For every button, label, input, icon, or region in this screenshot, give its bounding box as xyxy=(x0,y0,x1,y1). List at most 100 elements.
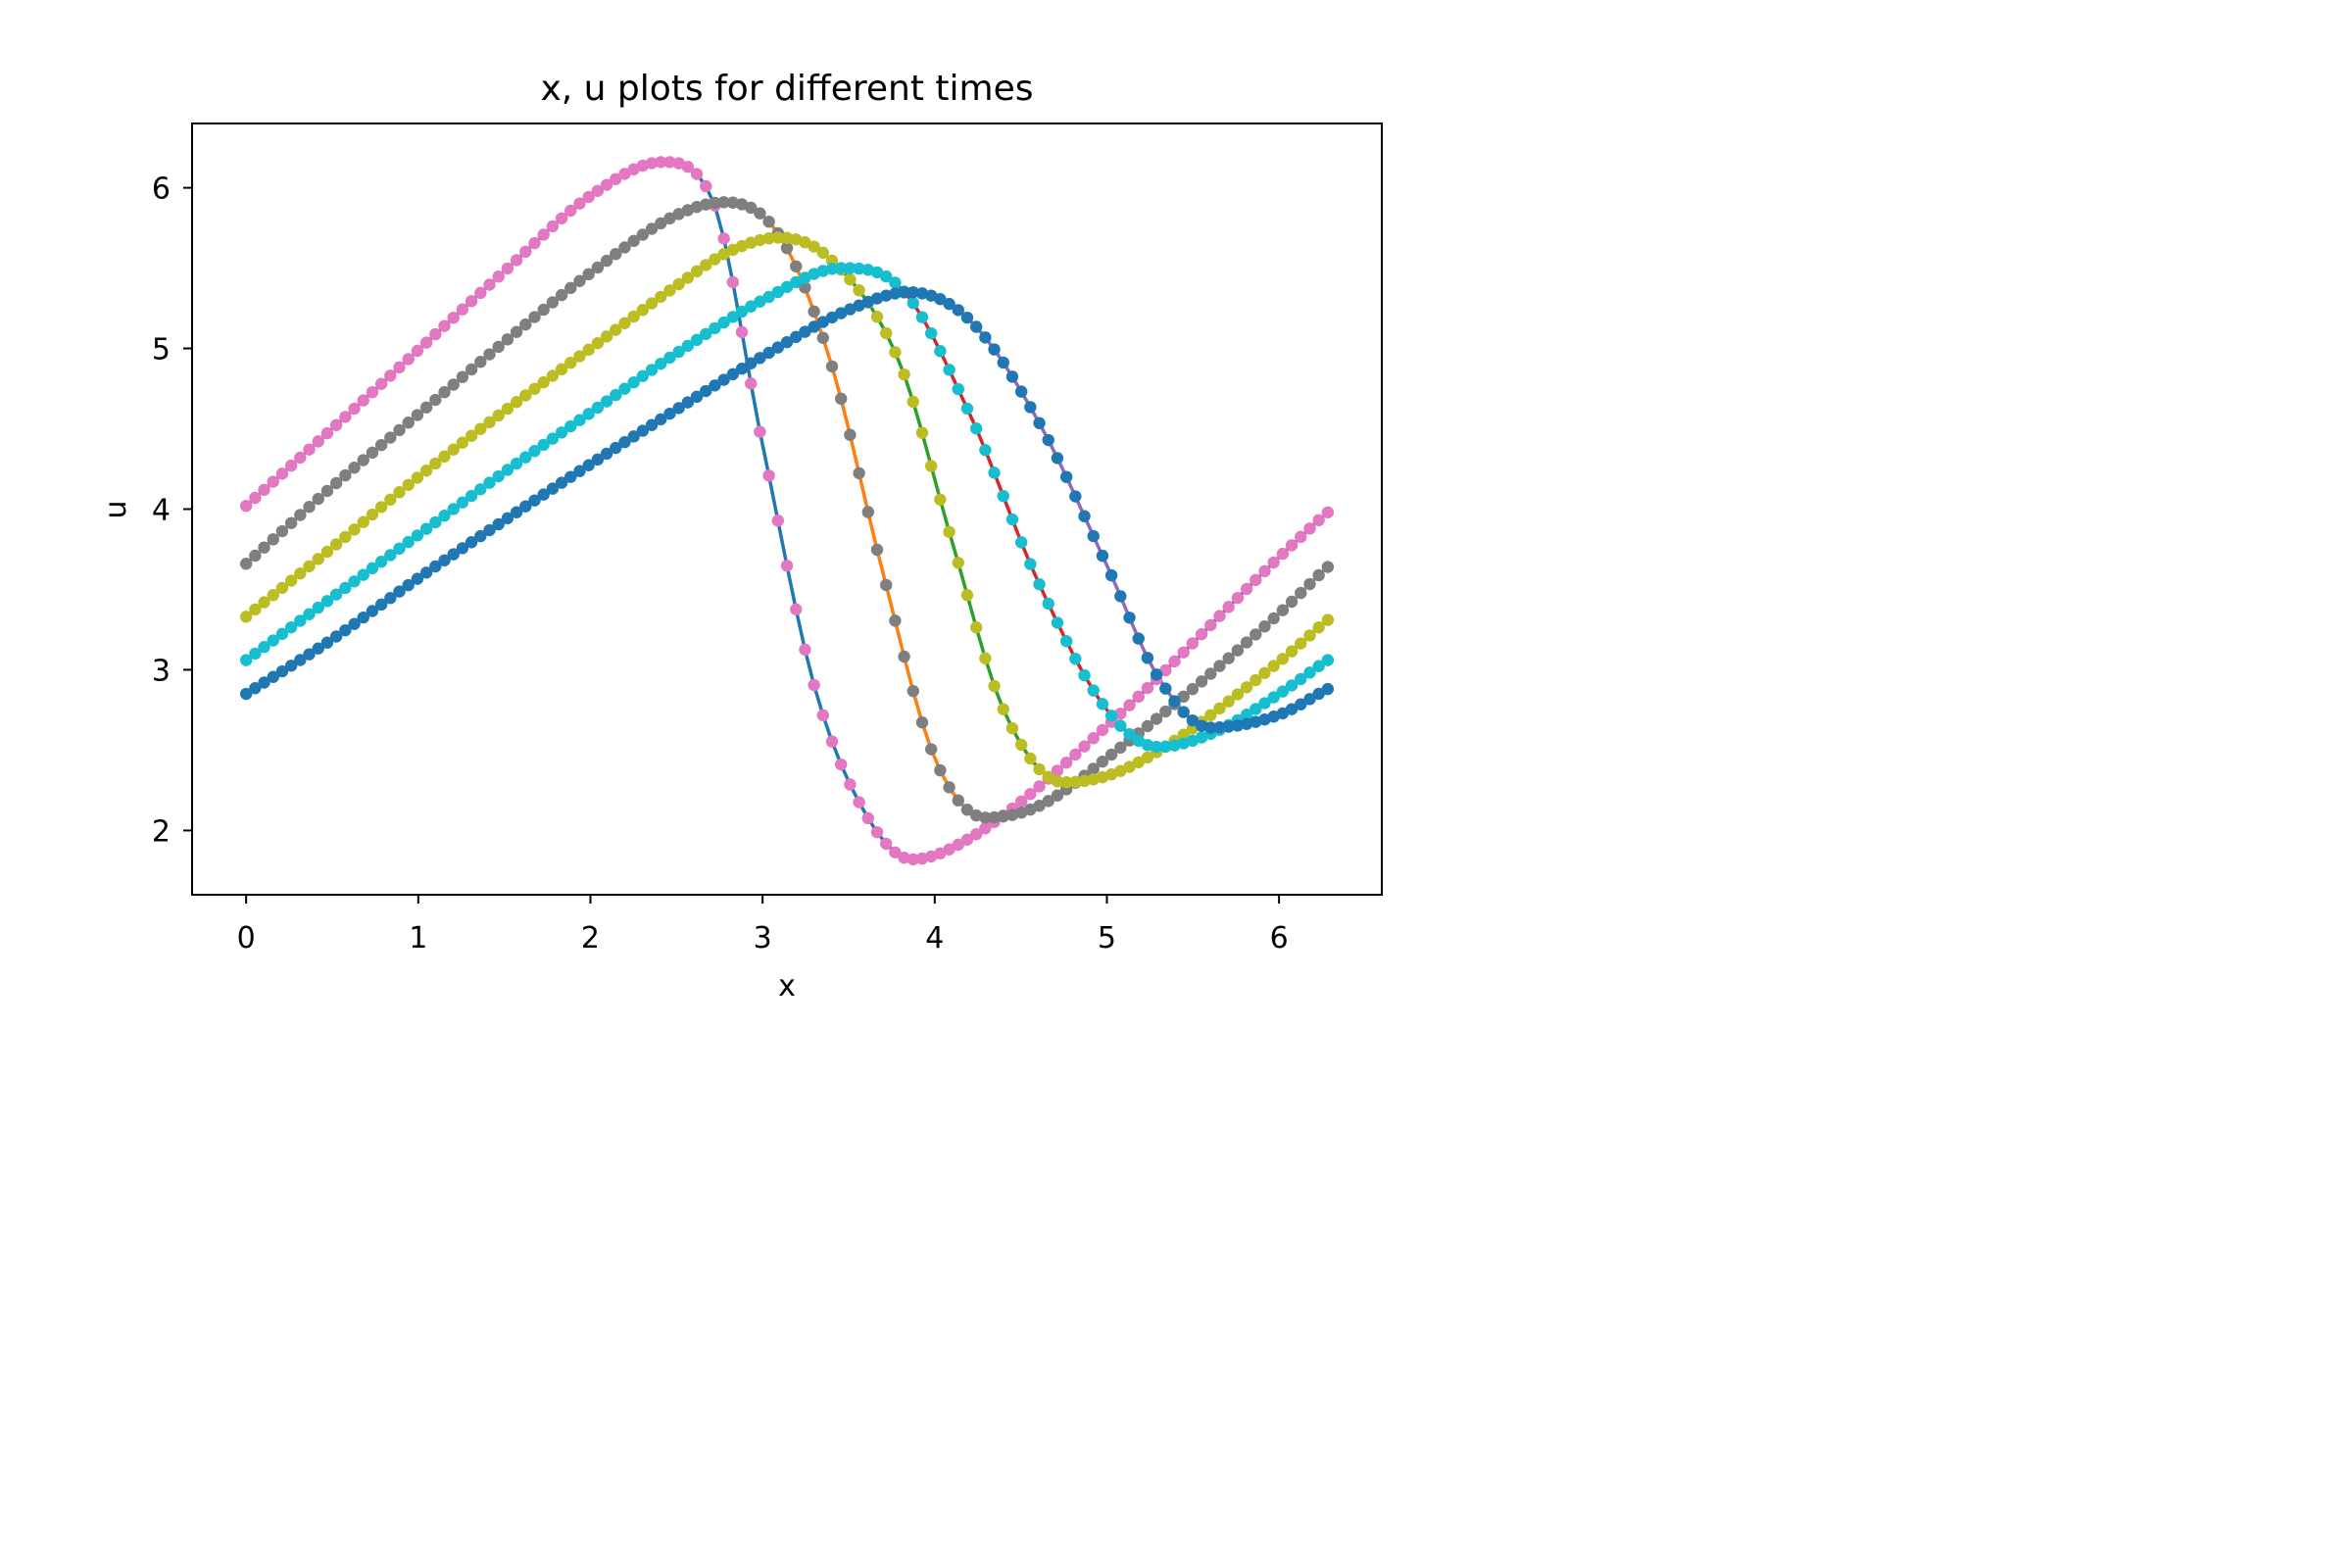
series-4-point-37 xyxy=(573,465,586,477)
series-4-point-30 xyxy=(510,506,523,518)
series-1-point-52 xyxy=(709,196,721,210)
series-3-point-58 xyxy=(762,290,775,304)
series-0-point-111 xyxy=(1240,582,1253,596)
series-markers-2 xyxy=(239,231,1335,789)
series-3-point-18 xyxy=(402,535,415,549)
series-3-point-42 xyxy=(618,382,631,395)
series-2-point-100 xyxy=(1141,751,1154,764)
series-0-point-6 xyxy=(294,451,307,465)
series-1-point-113 xyxy=(1258,620,1271,633)
series-4-point-33 xyxy=(537,488,550,501)
series-0-point-65 xyxy=(825,735,839,748)
series-4-point-41 xyxy=(610,441,622,455)
chart: x, u plots for different times 0 1 2 3 4 5 6 2… xyxy=(0,0,1512,1029)
series-3-point-94 xyxy=(1087,684,1100,697)
series-1-point-96 xyxy=(1104,748,1118,761)
series-0-point-73 xyxy=(898,852,910,864)
series-4-point-47 xyxy=(663,407,676,420)
series-0-point-87 xyxy=(1024,788,1037,801)
series-2-point-23 xyxy=(447,443,460,456)
series-0-point-19 xyxy=(411,344,424,358)
series-3-point-13 xyxy=(357,568,369,581)
series-3-point-98 xyxy=(1123,728,1136,741)
series-4-point-100 xyxy=(1141,652,1154,664)
series-4-point-62 xyxy=(799,325,811,338)
series-1-point-32 xyxy=(528,311,541,323)
series-0-point-42 xyxy=(618,168,631,180)
series-0-point-5 xyxy=(284,459,298,472)
series-3-point-46 xyxy=(655,357,667,370)
series-0-point-69 xyxy=(861,811,874,825)
series-1-point-44 xyxy=(636,228,650,241)
series-0-point-53 xyxy=(717,232,730,245)
series-2-point-15 xyxy=(374,501,388,514)
series-3-point-5 xyxy=(284,620,298,634)
figure-background xyxy=(0,0,1512,1029)
series-0-point-58 xyxy=(762,469,775,482)
series-1-point-90 xyxy=(1051,789,1064,802)
series-1-point-7 xyxy=(303,501,316,514)
series-2-point-33 xyxy=(537,375,550,389)
series-4-point-105 xyxy=(1186,713,1200,727)
series-0-point-18 xyxy=(402,353,415,366)
series-1-point-28 xyxy=(492,340,505,354)
series-4-point-117 xyxy=(1295,698,1307,710)
series-3-point-24 xyxy=(456,496,469,509)
series-4-point-14 xyxy=(366,605,379,617)
series-4-point-43 xyxy=(627,430,640,443)
series-1-point-120 xyxy=(1321,561,1335,573)
series-4-point-25 xyxy=(465,536,478,549)
series-3-point-40 xyxy=(600,395,613,408)
series-3-point-88 xyxy=(1033,577,1046,591)
y-tick-label-5: 5 xyxy=(152,333,171,368)
series-1-point-14 xyxy=(366,446,379,460)
series-3-point-68 xyxy=(853,262,865,275)
series-2-point-43 xyxy=(627,310,640,323)
series-3-point-1 xyxy=(249,647,262,661)
series-2-point-11 xyxy=(339,530,352,544)
series-2-point-0 xyxy=(239,611,253,623)
series-1-point-62 xyxy=(799,281,811,294)
series-4-point-48 xyxy=(672,402,685,415)
series-4-point-26 xyxy=(474,529,487,543)
series-4-point-20 xyxy=(419,566,433,579)
series-1-point-54 xyxy=(726,196,740,209)
series-1-point-36 xyxy=(564,281,577,295)
series-3-point-51 xyxy=(700,327,712,341)
series-1-point-108 xyxy=(1213,660,1226,672)
series-2-point-4 xyxy=(275,581,289,595)
series-2-point-79 xyxy=(952,557,964,569)
series-3-point-12 xyxy=(348,575,361,588)
series-2-point-83 xyxy=(988,679,1001,693)
series-0-point-56 xyxy=(745,377,758,390)
series-3-point-28 xyxy=(492,469,505,483)
series-4-point-92 xyxy=(1069,490,1082,503)
series-3-point-10 xyxy=(329,588,343,601)
series-0-point-8 xyxy=(312,435,324,448)
series-4-point-60 xyxy=(780,335,794,349)
series-3-point-9 xyxy=(320,595,334,608)
series-1-point-41 xyxy=(610,248,622,261)
series-2-point-93 xyxy=(1078,774,1091,788)
series-4-point-88 xyxy=(1033,416,1046,429)
series-0-point-103 xyxy=(1168,655,1181,668)
series-1-point-71 xyxy=(879,578,893,592)
series-1-point-78 xyxy=(943,781,956,794)
series-3-point-95 xyxy=(1096,698,1109,710)
series-4-point-57 xyxy=(754,352,766,365)
series-3-point-19 xyxy=(411,529,424,542)
series-1-point-9 xyxy=(320,484,334,498)
series-0-point-98 xyxy=(1123,699,1136,711)
series-0-point-27 xyxy=(483,278,496,291)
series-1-point-70 xyxy=(870,543,884,557)
series-0-point-71 xyxy=(879,837,893,851)
series-4-point-79 xyxy=(952,304,964,317)
series-4-point-94 xyxy=(1087,529,1100,543)
series-0-point-64 xyxy=(816,709,830,722)
series-1-point-74 xyxy=(906,684,919,698)
series-1-point-56 xyxy=(745,201,758,215)
series-0-point-38 xyxy=(582,190,595,204)
series-3-point-91 xyxy=(1059,635,1073,648)
series-0-point-110 xyxy=(1231,591,1245,605)
series-2-point-40 xyxy=(600,330,613,343)
